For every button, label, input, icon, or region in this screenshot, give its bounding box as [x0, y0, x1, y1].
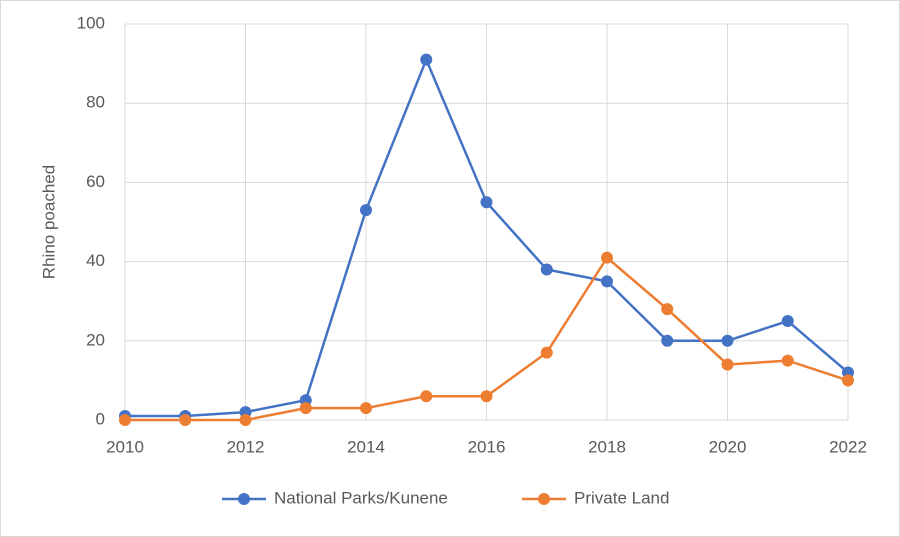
x-tick-label: 2016: [468, 437, 506, 456]
data-point: [360, 402, 372, 415]
y-axis-label: Rhino poached: [39, 165, 58, 279]
data-point: [661, 303, 674, 316]
data-point: [540, 263, 553, 276]
legend-marker: [538, 493, 550, 505]
legend-label: Private Land: [574, 488, 669, 507]
data-point: [842, 374, 854, 387]
y-tick-label: 80: [86, 93, 105, 112]
data-point: [601, 275, 613, 288]
data-point: [480, 196, 493, 209]
y-tick-label: 0: [96, 409, 105, 428]
data-point: [540, 346, 553, 359]
data-point: [119, 414, 131, 426]
x-tick-label: 2022: [829, 437, 867, 456]
legend-label: National Parks/Kunene: [274, 488, 448, 507]
data-point: [781, 354, 794, 367]
data-point: [480, 390, 493, 403]
legend-marker: [238, 493, 250, 505]
x-tick-label: 2018: [588, 437, 626, 456]
data-point: [299, 402, 312, 415]
x-tick-label: 2020: [709, 437, 747, 456]
x-tick-label: 2012: [227, 437, 265, 456]
data-point: [721, 334, 734, 347]
x-tick-label: 2014: [347, 437, 385, 456]
data-point: [661, 334, 674, 347]
y-tick-label: 40: [86, 251, 105, 270]
y-tick-label: 100: [77, 13, 105, 32]
x-tick-label: 2010: [106, 437, 144, 456]
y-tick-label: 60: [86, 172, 105, 191]
data-point: [360, 204, 372, 217]
data-point: [781, 315, 794, 327]
data-point: [420, 390, 433, 403]
y-tick-label: 20: [86, 330, 105, 349]
data-point: [721, 358, 734, 371]
data-point: [601, 251, 613, 264]
data-point: [420, 53, 433, 66]
data-point: [179, 414, 192, 426]
data-point: [239, 414, 252, 426]
